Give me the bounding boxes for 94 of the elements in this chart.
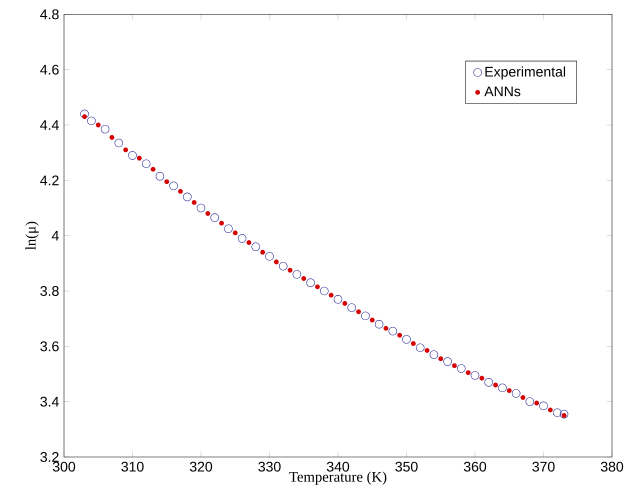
point <box>493 382 498 388</box>
point <box>328 292 334 298</box>
point <box>110 135 114 140</box>
point <box>196 204 206 212</box>
point <box>178 188 183 194</box>
point <box>169 182 178 190</box>
point <box>246 240 252 245</box>
point <box>260 250 266 255</box>
point <box>123 147 128 152</box>
point <box>150 166 156 172</box>
point <box>479 376 484 381</box>
point <box>265 252 274 261</box>
legend-label: Experimental <box>485 66 566 80</box>
point <box>560 410 568 418</box>
point <box>128 151 137 160</box>
y-axis-title: ln(μ) <box>25 222 39 250</box>
point <box>534 400 540 406</box>
point <box>443 357 452 366</box>
point <box>416 343 424 352</box>
x-tick-label: 360 <box>464 462 486 472</box>
y-tick-label: 3.8 <box>40 286 59 296</box>
point <box>402 335 411 344</box>
point <box>100 124 110 134</box>
y-tick-label: 4.4 <box>40 120 59 130</box>
x-tick-label: 370 <box>532 462 555 472</box>
point <box>430 350 438 359</box>
y-tick-label: 3.4 <box>40 396 59 407</box>
point <box>539 402 548 410</box>
point <box>114 138 124 148</box>
point <box>306 278 315 287</box>
point <box>142 159 150 168</box>
point <box>374 320 384 328</box>
x-tick-label: 310 <box>121 462 144 472</box>
point <box>192 200 197 205</box>
point <box>292 270 302 279</box>
point <box>552 408 562 417</box>
point <box>452 363 457 368</box>
point <box>156 172 164 180</box>
x-tick-label: 300 <box>52 462 76 472</box>
point <box>342 301 348 306</box>
point <box>520 395 526 400</box>
y-tick-label: 3.2 <box>40 452 59 462</box>
point <box>288 268 292 273</box>
point <box>548 408 553 412</box>
point <box>370 318 375 322</box>
point <box>219 220 224 226</box>
y-tick-label: 4.8 <box>40 9 59 20</box>
point <box>334 295 342 304</box>
point <box>384 326 388 331</box>
x-tick-label: 340 <box>326 462 350 472</box>
point <box>210 213 219 222</box>
point <box>278 262 288 270</box>
x-tick-label: 330 <box>258 462 281 472</box>
point <box>526 397 534 406</box>
point <box>466 370 471 376</box>
legend-label: ANNs <box>484 86 520 96</box>
point <box>205 211 210 216</box>
point <box>388 326 398 336</box>
point <box>238 234 246 243</box>
point <box>80 110 89 118</box>
point <box>347 303 356 312</box>
point <box>82 114 87 120</box>
point <box>301 276 306 281</box>
point <box>397 332 402 338</box>
point <box>136 156 142 161</box>
point <box>183 192 192 202</box>
y-tick-label: 4.2 <box>40 175 59 186</box>
point <box>512 389 520 398</box>
point <box>252 242 260 252</box>
point <box>438 356 444 362</box>
point <box>356 309 361 314</box>
point <box>457 364 466 373</box>
y-tick-label: 4 <box>52 230 59 240</box>
point <box>361 312 370 320</box>
point <box>87 116 96 126</box>
x-tick-label: 320 <box>190 462 212 472</box>
point <box>232 230 238 236</box>
point <box>320 286 329 296</box>
point <box>164 179 170 184</box>
point <box>470 371 480 380</box>
point <box>274 260 279 264</box>
x-tick-label: 380 <box>600 462 624 472</box>
point <box>96 122 101 128</box>
point <box>224 224 233 234</box>
y-tick-label: 3.6 <box>40 341 59 352</box>
x-axis-title: Temperature (K) <box>289 471 386 485</box>
y-tick-label: 4.6 <box>40 64 59 75</box>
point <box>498 384 507 392</box>
point <box>424 348 430 353</box>
point <box>315 284 320 290</box>
point <box>410 341 416 346</box>
x-tick-label: 350 <box>395 462 418 472</box>
point <box>506 388 512 393</box>
point <box>484 378 493 387</box>
